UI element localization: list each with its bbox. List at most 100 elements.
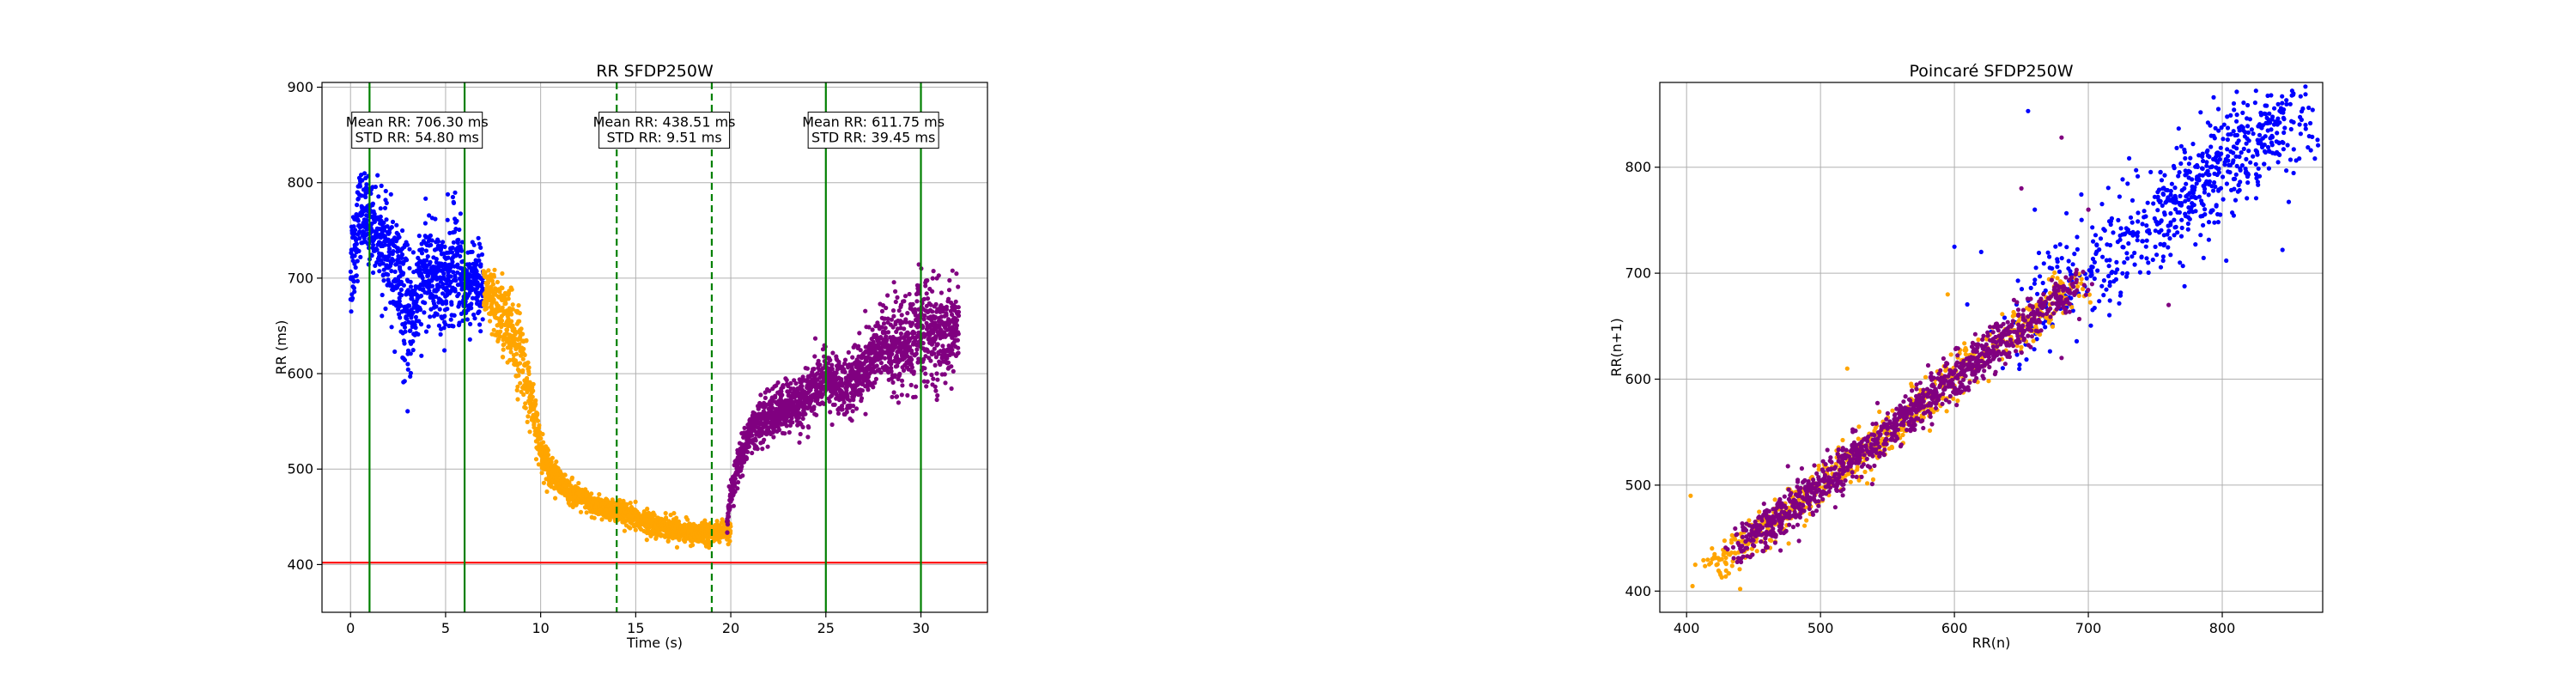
rr-point xyxy=(827,398,832,404)
poincare-point xyxy=(2233,132,2238,138)
rr-point xyxy=(449,250,455,255)
rr-point xyxy=(422,221,428,226)
rr-point xyxy=(538,435,544,441)
poincare-point xyxy=(2263,103,2268,108)
rr-point xyxy=(909,365,914,370)
rr-point xyxy=(425,254,430,259)
rr-point xyxy=(422,310,427,315)
rr-point xyxy=(897,371,902,376)
rr-point xyxy=(589,491,594,496)
rr-point xyxy=(381,278,386,283)
rr-point xyxy=(890,394,895,399)
rr-point xyxy=(491,297,496,302)
rr-point xyxy=(353,264,358,271)
rr-point xyxy=(935,377,940,382)
rr-point xyxy=(509,312,514,317)
rr-point xyxy=(526,365,532,370)
rr-point xyxy=(441,325,447,331)
rr-point xyxy=(442,244,447,249)
rr-point xyxy=(450,245,455,251)
rr-point xyxy=(408,328,413,333)
rr-point xyxy=(762,395,769,400)
rr-point xyxy=(690,543,696,548)
rr-point xyxy=(830,350,835,356)
poincare-point xyxy=(2269,93,2274,98)
rr-point xyxy=(465,317,471,322)
rr-point xyxy=(476,253,482,258)
rr-point xyxy=(437,284,442,289)
rr-point xyxy=(477,258,482,263)
rr-point xyxy=(891,390,896,395)
rr-point xyxy=(911,369,916,374)
rr-point xyxy=(440,301,446,307)
rr-point xyxy=(750,433,755,438)
rr-point xyxy=(358,254,363,259)
poincare-point xyxy=(2234,89,2239,94)
rr-point xyxy=(832,402,837,407)
poincare-point xyxy=(2272,106,2277,111)
poincare-point xyxy=(2212,171,2217,176)
rr-point xyxy=(645,506,650,512)
annotation-text: Mean RR: 438.51 ms xyxy=(593,114,736,131)
poincare-point xyxy=(2221,174,2226,179)
poincare-point xyxy=(2122,260,2127,265)
rr-x-axis-label: Time (s) xyxy=(626,635,683,651)
poincare-point xyxy=(2151,201,2156,206)
rr-point xyxy=(788,380,793,386)
rr-point xyxy=(370,201,375,206)
rr-point xyxy=(436,239,441,244)
rr-point xyxy=(453,190,458,195)
rr-point xyxy=(597,492,602,497)
rr-point xyxy=(420,276,425,281)
rr-point xyxy=(416,234,422,239)
rr-point xyxy=(950,268,955,273)
poincare-point xyxy=(2098,236,2104,241)
poincare-point xyxy=(2299,117,2304,123)
poincare-point xyxy=(2074,338,2080,344)
rr-point xyxy=(407,246,412,252)
rr-point xyxy=(424,258,429,263)
rr-point xyxy=(789,416,794,421)
rr-point xyxy=(947,277,952,283)
rr-point xyxy=(435,243,440,248)
rr-point xyxy=(498,329,503,334)
rr-point xyxy=(727,504,732,509)
rr-point xyxy=(531,388,536,393)
y-tick-label: 500 xyxy=(287,461,313,477)
rr-point xyxy=(355,213,360,218)
rr-point xyxy=(500,285,505,290)
poincare-point xyxy=(2236,138,2241,143)
poincare-point xyxy=(2095,268,2100,273)
rr-point xyxy=(828,410,833,415)
rr-point xyxy=(516,303,521,308)
poincare-point xyxy=(2281,117,2287,122)
rr-point xyxy=(762,437,767,442)
rr-point xyxy=(902,294,908,299)
rr-point xyxy=(440,240,446,245)
poincare-point xyxy=(2168,210,2173,216)
poincare-point xyxy=(2128,215,2134,220)
rr-point xyxy=(407,265,412,271)
rr-point xyxy=(434,304,439,309)
rr-point xyxy=(850,355,855,360)
rr-point xyxy=(348,269,353,274)
poincare-point xyxy=(2312,156,2318,161)
rr-point xyxy=(562,472,568,477)
rr-point xyxy=(423,196,428,201)
rr-point xyxy=(777,428,782,433)
rr-grid xyxy=(322,82,987,612)
rr-point xyxy=(478,262,483,267)
poincare-point xyxy=(2178,161,2184,167)
rr-point xyxy=(956,350,961,356)
rr-point xyxy=(410,250,416,255)
poincare-point xyxy=(2284,168,2289,173)
rr-point xyxy=(360,178,365,183)
annotation-text: Mean RR: 611.75 ms xyxy=(802,114,945,131)
rr-point xyxy=(399,293,404,298)
rr-point xyxy=(518,361,523,366)
rr-point xyxy=(871,385,876,390)
poincare-point xyxy=(2035,291,2040,296)
poincare-point xyxy=(2185,221,2190,227)
rr-point xyxy=(881,321,887,326)
